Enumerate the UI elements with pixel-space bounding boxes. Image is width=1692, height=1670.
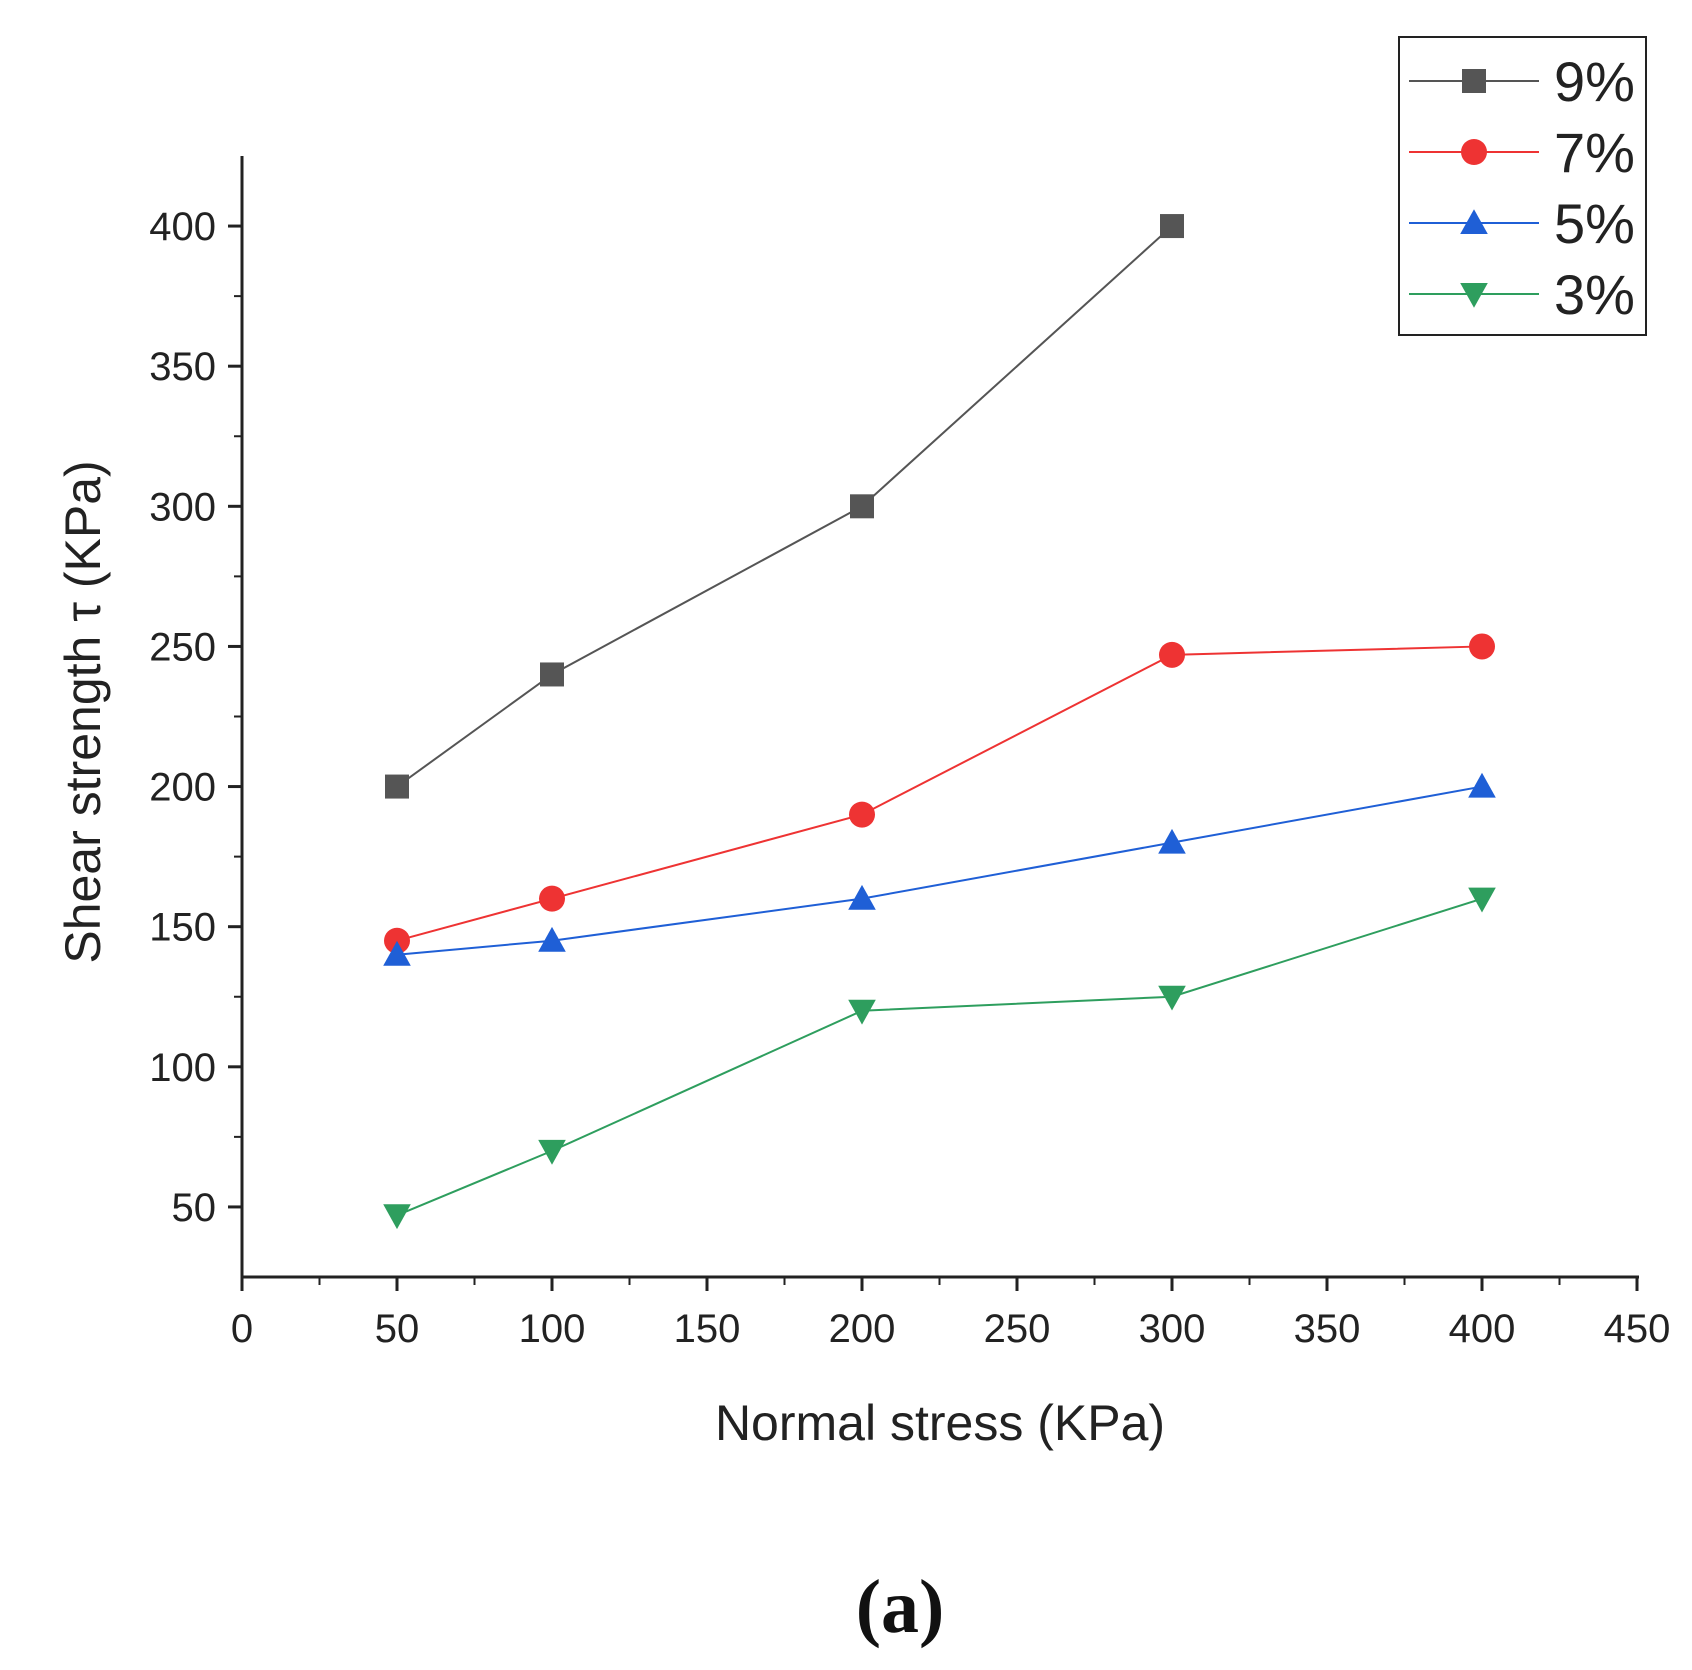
panel-label: (a): [856, 1565, 945, 1649]
data-point-5pct: [1468, 772, 1496, 798]
legend-item-7pct: 7%: [1409, 121, 1635, 184]
y-tick-label: 200: [149, 766, 216, 810]
data-point-7pct: [539, 885, 565, 912]
series-layer: [383, 214, 1496, 1230]
data-point-5pct: [383, 940, 411, 966]
y-axis-title: Shear strength τ (KPa): [55, 460, 111, 963]
y-tick-label: 50: [172, 1186, 217, 1230]
legend-label: 3%: [1554, 263, 1635, 326]
y-tick-label: 350: [149, 345, 216, 389]
legend-box: [1398, 36, 1647, 336]
data-point-7pct: [1469, 633, 1495, 660]
legend-item-3pct: 3%: [1409, 263, 1635, 326]
data-point-3pct: [1158, 985, 1186, 1011]
legend-label: 7%: [1554, 121, 1635, 184]
data-point-9pct: [385, 774, 409, 799]
legend: 9% 7% 5% 3%: [1398, 36, 1647, 336]
x-tick-label: 450: [1604, 1307, 1671, 1351]
x-tick-label: 300: [1139, 1307, 1206, 1351]
data-point-7pct: [849, 801, 875, 828]
data-point-7pct: [1159, 641, 1185, 668]
legend-label: 9%: [1554, 50, 1635, 113]
x-tick-label: 250: [984, 1307, 1051, 1351]
series-line-5pct: [396, 785, 1483, 956]
legend-item-9pct: 9%: [1409, 50, 1635, 113]
data-point-9pct: [1160, 214, 1184, 239]
data-point-9pct: [850, 494, 874, 519]
data-point-7pct: [384, 927, 410, 954]
x-tick-label: 50: [375, 1307, 420, 1351]
legend-marker: [1460, 282, 1488, 308]
legend-item-5pct: 5%: [1409, 192, 1635, 255]
x-tick-label: 200: [829, 1307, 896, 1351]
y-tick-label: 150: [149, 906, 216, 950]
y-tick-label: 100: [149, 1046, 216, 1090]
x-tick-label: 350: [1294, 1307, 1361, 1351]
legend-marker: [1461, 139, 1487, 165]
series-line-9pct: [396, 225, 1173, 788]
x-tick-label: 100: [519, 1307, 586, 1351]
x-axis-title: Normal stress (KPa): [715, 1395, 1165, 1451]
y-tick-label: 250: [149, 625, 216, 669]
x-tick-label: 400: [1449, 1307, 1516, 1351]
data-point-3pct: [848, 999, 876, 1025]
y-tick-label: 400: [149, 205, 216, 249]
data-point-3pct: [383, 1204, 411, 1230]
series-3pct: [383, 887, 1496, 1230]
legend-marker: [1462, 69, 1486, 93]
data-point-3pct: [538, 1139, 566, 1165]
legend-marker: [1460, 209, 1488, 235]
data-point-5pct: [538, 926, 566, 952]
data-point-9pct: [540, 662, 564, 687]
axes: 0 50 100 150 200 250 300 350 400 450 50 100 150 200 25…: [149, 156, 1670, 1351]
series-9pct: [385, 214, 1184, 799]
series-5pct: [383, 772, 1496, 966]
data-point-5pct: [1158, 828, 1186, 854]
series-7pct: [384, 633, 1495, 954]
legend-label: 5%: [1554, 192, 1635, 255]
data-point-5pct: [848, 884, 876, 910]
data-point-3pct: [1468, 887, 1496, 913]
y-tick-label: 300: [149, 485, 216, 529]
x-tick-label: 0: [231, 1307, 253, 1351]
x-tick-label: 150: [674, 1307, 741, 1351]
